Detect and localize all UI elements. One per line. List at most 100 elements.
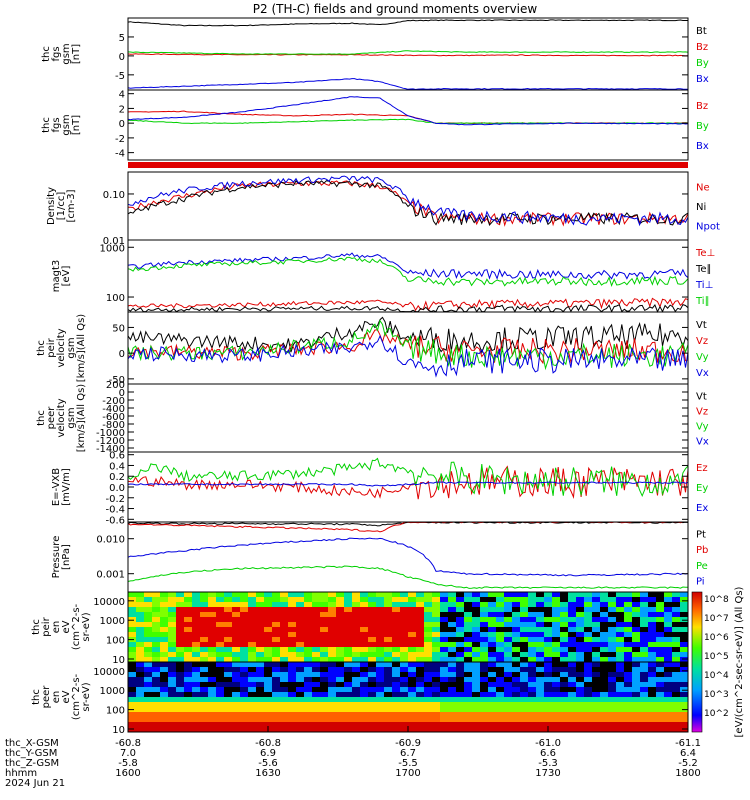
heatmap-cell [320,692,329,698]
heatmap-cell [144,637,153,643]
heatmap-cell [376,617,385,623]
heatmap-cell [528,597,537,603]
heatmap-cell [560,727,569,733]
x-axis-value: 7.0 [120,748,136,759]
heatmap-cell [544,617,553,623]
heatmap-cell [400,642,409,648]
heatmap-cell [200,617,209,623]
heatmap-cell [496,702,505,708]
heatmap-cell [504,622,513,628]
heatmap-cell [456,642,465,648]
heatmap-cell [560,602,569,608]
x-axis-value: 1700 [395,768,420,779]
heatmap-cell [384,652,393,658]
heatmap-cell [384,677,393,683]
heatmap-cell [672,692,681,698]
heatmap-cell [240,682,249,688]
heatmap-cell [672,617,681,623]
series-line-Bz [127,110,689,125]
heatmap-cell [272,647,281,653]
heatmap-cell [488,632,497,638]
heatmap-cell [656,667,665,673]
heatmap-cell [200,642,209,648]
heatmap-cell [448,652,457,658]
heatmap-cell [136,677,145,683]
heatmap-cell [240,702,249,708]
heatmap-cell [400,722,409,728]
heatmap-cell [576,707,585,713]
heatmap-cell [176,667,185,673]
heatmap-cell [448,607,457,613]
heatmap-cell [464,617,473,623]
heatmap-cell [344,692,353,698]
heatmap-cell [608,622,617,628]
heatmap-cell [152,682,161,688]
heatmap-cell [624,597,633,603]
heatmap-cell [664,612,673,618]
heatmap-cell [216,682,225,688]
heatmap-cell [448,687,457,693]
heatmap-cell [128,597,137,603]
heatmap-cell [528,707,537,713]
heatmap-cell [616,617,625,623]
heatmap-cell [608,687,617,693]
heatmap-cell [224,697,233,703]
heatmap-cell [416,687,425,693]
heatmap-cell [672,667,681,673]
heatmap-cell [328,622,337,628]
series-line-Te⊥ [127,297,689,312]
heatmap-cell [184,622,193,628]
heatmap-cell [632,632,641,638]
heatmap-cell [336,712,345,718]
heatmap-cell [336,672,345,678]
heatmap-cell [408,682,417,688]
heatmap-cell [224,717,233,723]
heatmap-cell [600,627,609,633]
heatmap-cell [408,657,417,663]
heatmap-cell [424,677,433,683]
heatmap-cell [168,717,177,723]
heatmap-cell [240,652,249,658]
legend-label: Bz [696,42,708,53]
heatmap-cell [336,667,345,673]
heatmap-cell [400,687,409,693]
heatmap-cell [464,647,473,653]
heatmap-cell [488,677,497,683]
heatmap-cell [512,597,521,603]
heatmap-cell [280,647,289,653]
heatmap-cell [496,727,505,733]
heatmap-cell [208,627,217,633]
heatmap-cell [584,657,593,663]
heatmap-cell [280,592,289,598]
heatmap-cell [672,627,681,633]
heatmap-cell [280,687,289,693]
heatmap-cell [416,677,425,683]
heatmap-cell [600,657,609,663]
heatmap-cell [392,727,401,733]
heatmap-cell [384,607,393,613]
heatmap-cell [496,712,505,718]
heatmap-cell [600,672,609,678]
heatmap-cell [208,722,217,728]
heatmap-cell [648,632,657,638]
heatmap-cell [168,627,177,633]
heatmap-cell [536,632,545,638]
heatmap-cell [528,602,537,608]
heatmap-cell [136,672,145,678]
heatmap-cell [568,682,577,688]
y-tick-label: 0.01 [103,236,125,247]
heatmap-cell [208,687,217,693]
heatmap-cell [600,592,609,598]
heatmap-cell [192,727,201,733]
heatmap-cell [224,677,233,683]
heatmap-cell [144,687,153,693]
heatmap-cell [160,662,169,668]
heatmap-cell [432,712,441,718]
heatmap-cell [592,682,601,688]
heatmap-cell [136,617,145,623]
heatmap-cell [200,667,209,673]
heatmap-cell [216,642,225,648]
heatmap-cell [200,687,209,693]
heatmap-cell [128,652,137,658]
heatmap-cell [616,717,625,723]
